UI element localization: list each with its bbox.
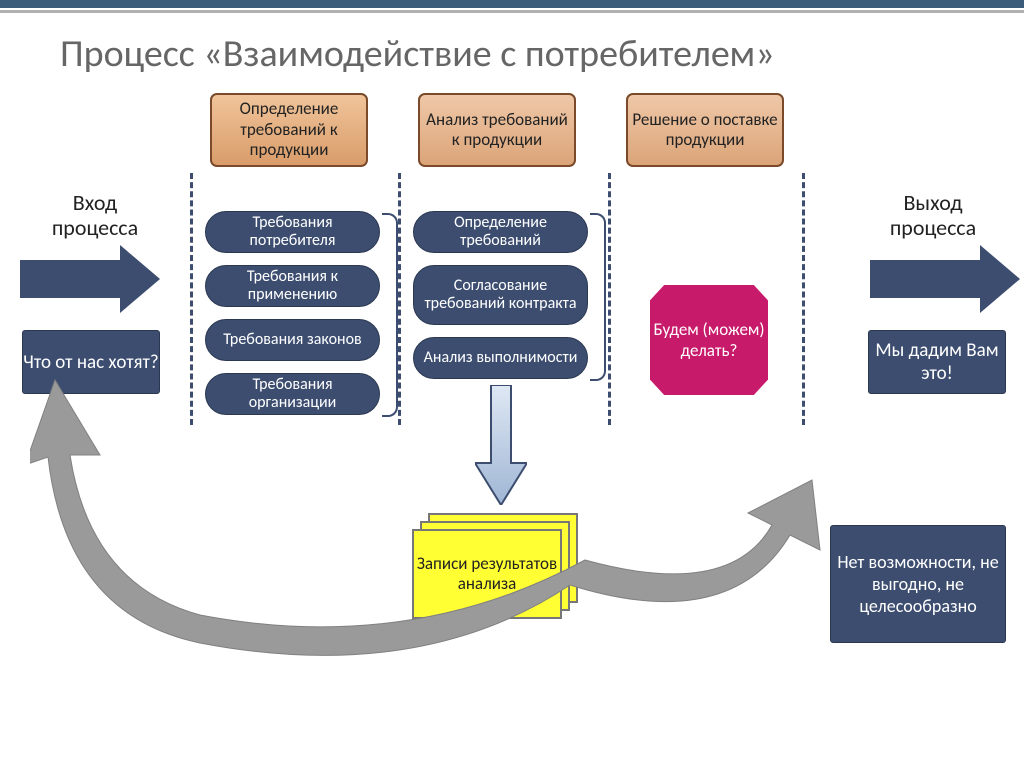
col2-pill-2: Согласование требований контракта <box>413 265 588 325</box>
input-label: Вход процесса <box>30 190 160 241</box>
output-label: Выход процесса <box>868 190 998 241</box>
col3-header: Решение о поставке продукции <box>626 93 784 167</box>
diagram: Вход процесса Выход процесса Что от нас … <box>0 85 1024 767</box>
col1-header: Определение требований к продукции <box>210 93 368 167</box>
page-title: Процесс «Взаимодействие с потребителем» <box>0 13 1024 85</box>
feedback-arrow-icon <box>30 355 850 665</box>
output-arrow <box>870 245 1010 313</box>
col2-pill-1: Определение требований <box>413 211 588 253</box>
input-arrow <box>20 245 160 313</box>
callout-no: Нет возможности, не выгодно, не целесооб… <box>830 525 1006 643</box>
callout-answer-right: Мы дадим Вам это! <box>868 330 1006 394</box>
col1-pill-1: Требования потребителя <box>205 211 380 253</box>
col2-header: Анализ требований к продукции <box>418 93 576 167</box>
col1-pill-2: Требования к применению <box>205 265 380 307</box>
